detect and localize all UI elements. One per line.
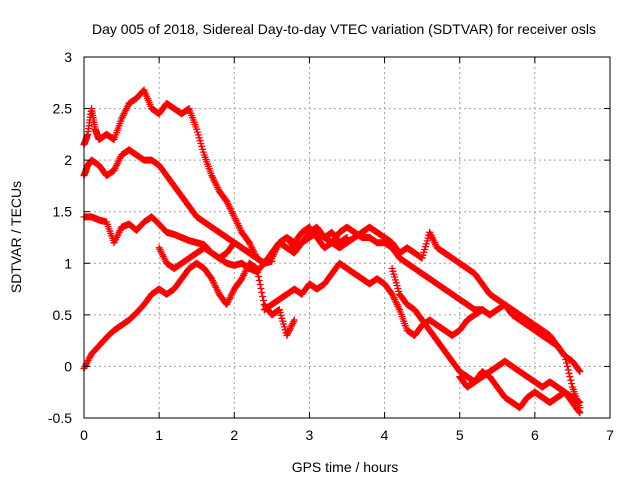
- y-axis-label: SDTVAR / TECUs: [8, 181, 24, 293]
- series-track-e: [155, 223, 584, 376]
- y-tick-label: 0.5: [53, 307, 73, 323]
- y-tick-label: -0.5: [48, 410, 72, 426]
- axis-ticks: 0 1 2 3 4 5 6 7 -0.5 0 0.5 1 1.5 2 2.5 3: [48, 49, 614, 443]
- data-point-markers: [155, 223, 584, 376]
- series-track-h: [456, 368, 584, 417]
- data-layer: [80, 86, 584, 417]
- chart-title: Day 005 of 2018, Sidereal Day-to-day VTE…: [92, 21, 596, 37]
- x-tick-label: 6: [531, 427, 539, 443]
- y-tick-label: 1.5: [53, 204, 73, 220]
- x-tick-label: 7: [606, 427, 614, 443]
- x-axis-label: GPS time / hours: [292, 459, 399, 475]
- data-point-markers: [456, 368, 584, 417]
- y-tick-label: 0: [64, 358, 72, 374]
- y-tick-label: 3: [64, 49, 72, 65]
- x-tick-label: 4: [381, 427, 389, 443]
- x-tick-label: 5: [456, 427, 464, 443]
- data-point-markers: [260, 259, 584, 412]
- y-tick-label: 2.5: [53, 101, 73, 117]
- x-tick-label: 3: [306, 427, 314, 443]
- series-track-f: [260, 259, 584, 412]
- y-tick-label: 1: [64, 255, 72, 271]
- x-tick-label: 1: [155, 427, 163, 443]
- x-tick-label: 0: [80, 427, 88, 443]
- y-tick-label: 2: [64, 152, 72, 168]
- x-tick-label: 2: [230, 427, 238, 443]
- plot-frame: [83, 56, 611, 419]
